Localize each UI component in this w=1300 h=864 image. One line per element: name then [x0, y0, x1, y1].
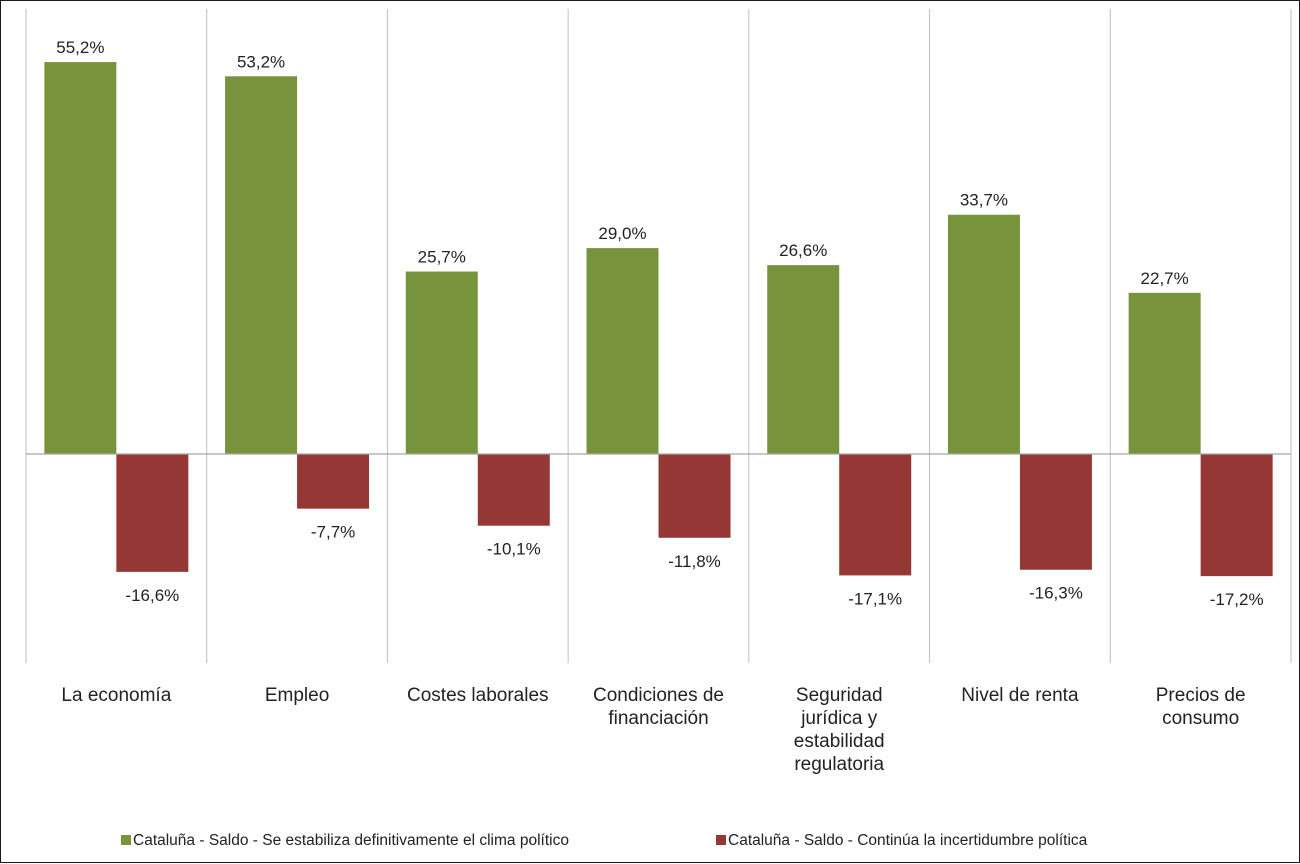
legend-swatch-1 — [121, 835, 131, 845]
data-label-series1-1: 53,2% — [237, 52, 285, 71]
data-label-series2-3: -11,8% — [668, 552, 721, 571]
bar-series2-3 — [658, 454, 731, 538]
legend-label-2: Cataluña - Saldo - Continúa la incertidu… — [728, 832, 1088, 849]
data-label-series1-0: 55,2% — [56, 38, 104, 57]
data-label-series2-2: -10,1% — [487, 540, 541, 559]
data-label-series2-4: -17,1% — [848, 589, 902, 608]
category-label-5: Nivel de renta — [961, 685, 1079, 706]
data-label-series2-6: -17,2% — [1210, 590, 1264, 609]
data-label-series1-6: 22,7% — [1141, 269, 1189, 288]
data-label-series2-1: -7,7% — [311, 523, 355, 542]
data-label-series2-0: -16,6% — [125, 586, 179, 605]
category-label-line: Seguridad — [796, 685, 883, 706]
bar-series1-6 — [1128, 292, 1201, 454]
bar-series2-5 — [1019, 454, 1092, 570]
category-label-line: estabilidad — [794, 731, 885, 752]
bar-series1-2 — [405, 271, 478, 454]
bar-series1-0 — [44, 62, 117, 455]
category-label-line: Precios de — [1156, 685, 1246, 706]
category-label-line: regulatoria — [794, 754, 884, 775]
category-label-2: Costes laborales — [407, 685, 549, 706]
bar-series2-2 — [477, 454, 550, 526]
category-label-3: Condiciones de financiación — [593, 685, 724, 729]
data-label-series2-5: -16,3% — [1029, 584, 1083, 603]
data-label-series1-3: 29,0% — [598, 224, 646, 243]
category-label-6: Precios de consumo — [1156, 685, 1246, 729]
bar-series1-3 — [586, 248, 659, 454]
data-label-series1-4: 26,6% — [779, 241, 827, 260]
legend-label-1: Cataluña - Saldo - Se estabiliza definit… — [133, 832, 569, 849]
bar-series1-4 — [767, 265, 840, 454]
category-label-4: Seguridad jurídica y estabilidad regulatori… — [794, 685, 885, 775]
category-label-line: Costes laborales — [407, 685, 549, 706]
bar-series2-1 — [297, 454, 370, 509]
bar-series2-0 — [116, 454, 189, 572]
category-label-line: Nivel de renta — [961, 685, 1079, 706]
category-label-line: La economía — [61, 685, 171, 706]
category-label-1: Empleo — [265, 685, 329, 706]
category-label-line: Condiciones de — [593, 685, 724, 706]
bar-series1-5 — [947, 214, 1020, 454]
legend-swatch-2 — [716, 835, 726, 845]
data-label-series1-2: 25,7% — [418, 248, 466, 267]
category-label-line: financiación — [608, 708, 708, 729]
bar-series1-1 — [225, 76, 298, 454]
bar-series2-4 — [839, 454, 912, 576]
category-label-line: jurídica y — [800, 708, 878, 729]
bar-series2-6 — [1200, 454, 1273, 577]
category-label-line: Empleo — [265, 685, 329, 706]
category-label-0: La economía — [61, 685, 171, 706]
data-label-series1-5: 33,7% — [960, 191, 1008, 210]
category-label-line: consumo — [1162, 708, 1239, 729]
